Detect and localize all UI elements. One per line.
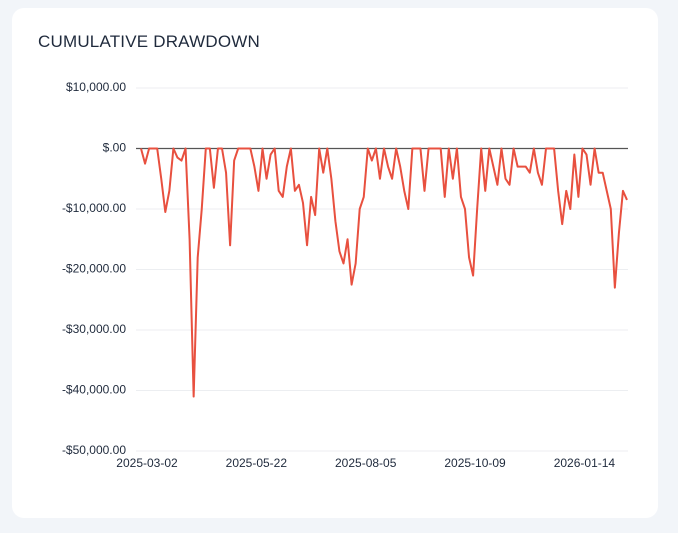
x-tick-label: 2026-01-14 [554, 456, 616, 470]
y-tick-label: $.00 [103, 141, 127, 155]
y-tick-label: -$10,000.00 [62, 201, 126, 215]
y-tick-label: -$40,000.00 [62, 383, 126, 397]
y-tick-label: -$30,000.00 [62, 322, 126, 336]
x-tick-label: 2025-05-22 [226, 456, 288, 470]
x-tick-label: 2025-03-02 [116, 456, 178, 470]
x-tick-label: 2025-10-09 [444, 456, 506, 470]
card: CUMULATIVE DRAWDOWN [12, 8, 658, 518]
y-tick-label: -$20,000.00 [62, 262, 126, 276]
chart-title: CUMULATIVE DRAWDOWN [38, 32, 260, 51]
y-tick-label: $10,000.00 [66, 80, 126, 94]
y-tick-label: -$50,000.00 [62, 443, 126, 457]
x-tick-label: 2025-08-05 [335, 456, 397, 470]
drawdown-line [140, 147, 628, 398]
